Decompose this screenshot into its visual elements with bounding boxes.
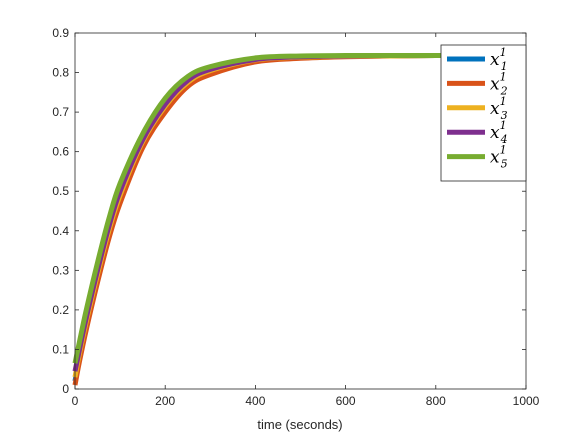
legend-label-subscript: 1: [501, 60, 508, 73]
y-tick-label: 0.2: [52, 303, 69, 317]
y-tick-label: 0: [62, 382, 69, 396]
x-tick-label: 200: [155, 394, 175, 408]
x-tick-label: 800: [426, 394, 446, 408]
legend-label-superscript: 1: [500, 70, 507, 83]
legend-label-1: x1 1: [490, 46, 508, 73]
legend-label-subscript: 3: [501, 109, 508, 122]
y-tick-label: 0.7: [52, 105, 69, 119]
x-tick-label: 600: [336, 394, 356, 408]
series-layer: [72, 53, 526, 386]
legend-label-subscript: 4: [500, 133, 508, 146]
legend-label-5: x1 5: [490, 144, 508, 171]
x-tick-label: 1000: [513, 394, 540, 408]
legend-label-superscript: 1: [500, 95, 507, 108]
y-tick-label: 0.3: [52, 263, 69, 277]
legend-label-base: x: [490, 74, 500, 94]
legend-label-4: x1 4: [490, 119, 508, 146]
y-tick-label: 0.4: [52, 224, 69, 238]
legend-label-base: x: [490, 123, 500, 143]
series-line-5: [72, 53, 526, 364]
x-tick-label: 400: [245, 394, 265, 408]
legend-label-subscript: 5: [501, 158, 508, 171]
legend-label-3: x1 3: [490, 95, 508, 122]
legend: x1 1x1 2x1 3x1 4x1 5: [440, 44, 527, 182]
plot-frame: [74, 32, 527, 390]
legend-label-subscript: 2: [500, 84, 508, 97]
y-tick-label: 0.6: [52, 145, 69, 159]
x-axis-label: time (seconds): [257, 417, 342, 432]
y-tick-label: 0.1: [52, 342, 69, 356]
legend-label-base: x: [490, 99, 500, 119]
x-tick-label: 0: [72, 394, 79, 408]
legend-box: [440, 44, 527, 182]
y-tick-label: 0.9: [52, 26, 69, 40]
ticks-layer: 0 200 400 600 800 1000 0 0.1 0.2 0.3 0.4 0.5 0.6 0.7 0…: [52, 26, 539, 408]
legend-label-2: x1 2: [490, 70, 508, 97]
y-tick-label: 0.5: [52, 184, 69, 198]
legend-label-base: x: [490, 148, 500, 168]
legend-label-superscript: 1: [500, 119, 507, 132]
legend-label-superscript: 1: [500, 144, 507, 157]
legend-label-base: x: [490, 50, 500, 70]
y-tick-label: 0.8: [52, 66, 69, 80]
legend-label-superscript: 1: [500, 46, 507, 59]
